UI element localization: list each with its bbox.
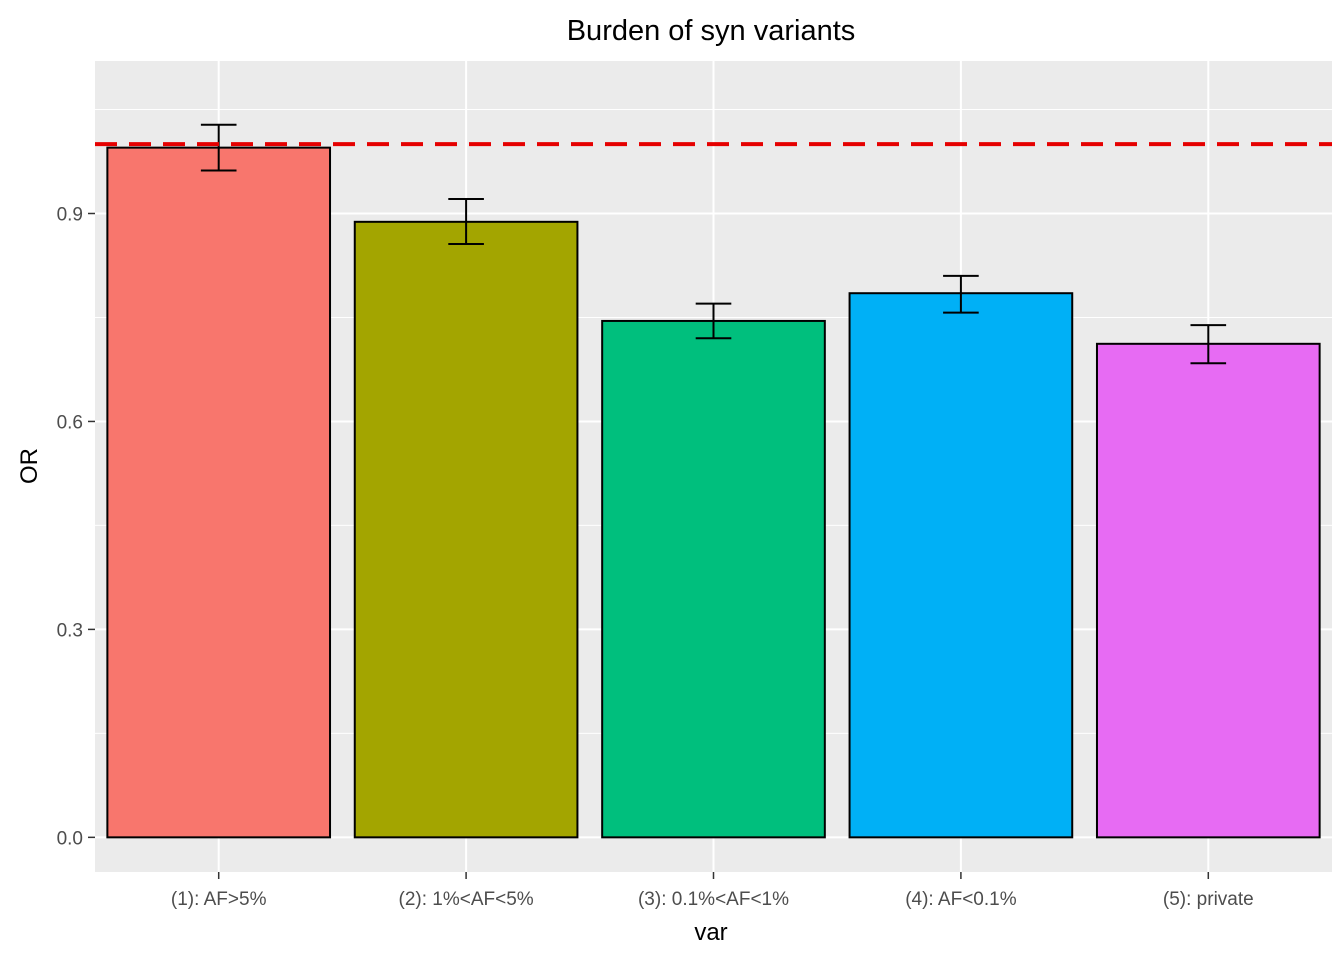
x-axis-title: var [694, 919, 727, 946]
x-tick-label: (5): private [1163, 889, 1254, 910]
bar [353, 220, 579, 839]
chart-title: Burden of syn variants [567, 15, 856, 47]
y-tick-label: 0.0 [57, 828, 83, 849]
bar [848, 292, 1074, 839]
y-tick-label: 0.9 [57, 204, 83, 225]
bar [1095, 342, 1321, 839]
bar [601, 319, 826, 839]
bars [106, 146, 1321, 839]
error-bars [200, 123, 1227, 365]
y-tick-label: 0.3 [57, 620, 83, 641]
x-tick-label: (3): 0.1%<AF<1% [638, 889, 789, 910]
x-tick-label: (2): 1%<AF<5% [399, 889, 534, 910]
bar [106, 146, 332, 839]
x-tick-label: (1): AF>5% [171, 889, 267, 910]
x-tick-label: (4): AF<0.1% [905, 889, 1017, 910]
y-axis-title: OR [16, 448, 43, 484]
x-axis-ticks: (1): AF>5% (2): 1%<AF<5% (3): 0.1%<AF<1% (4… [171, 872, 1254, 910]
y-tick-label: 0.6 [57, 412, 83, 433]
y-axis-ticks: 0.0 0.3 0.6 0.9 [57, 204, 95, 849]
